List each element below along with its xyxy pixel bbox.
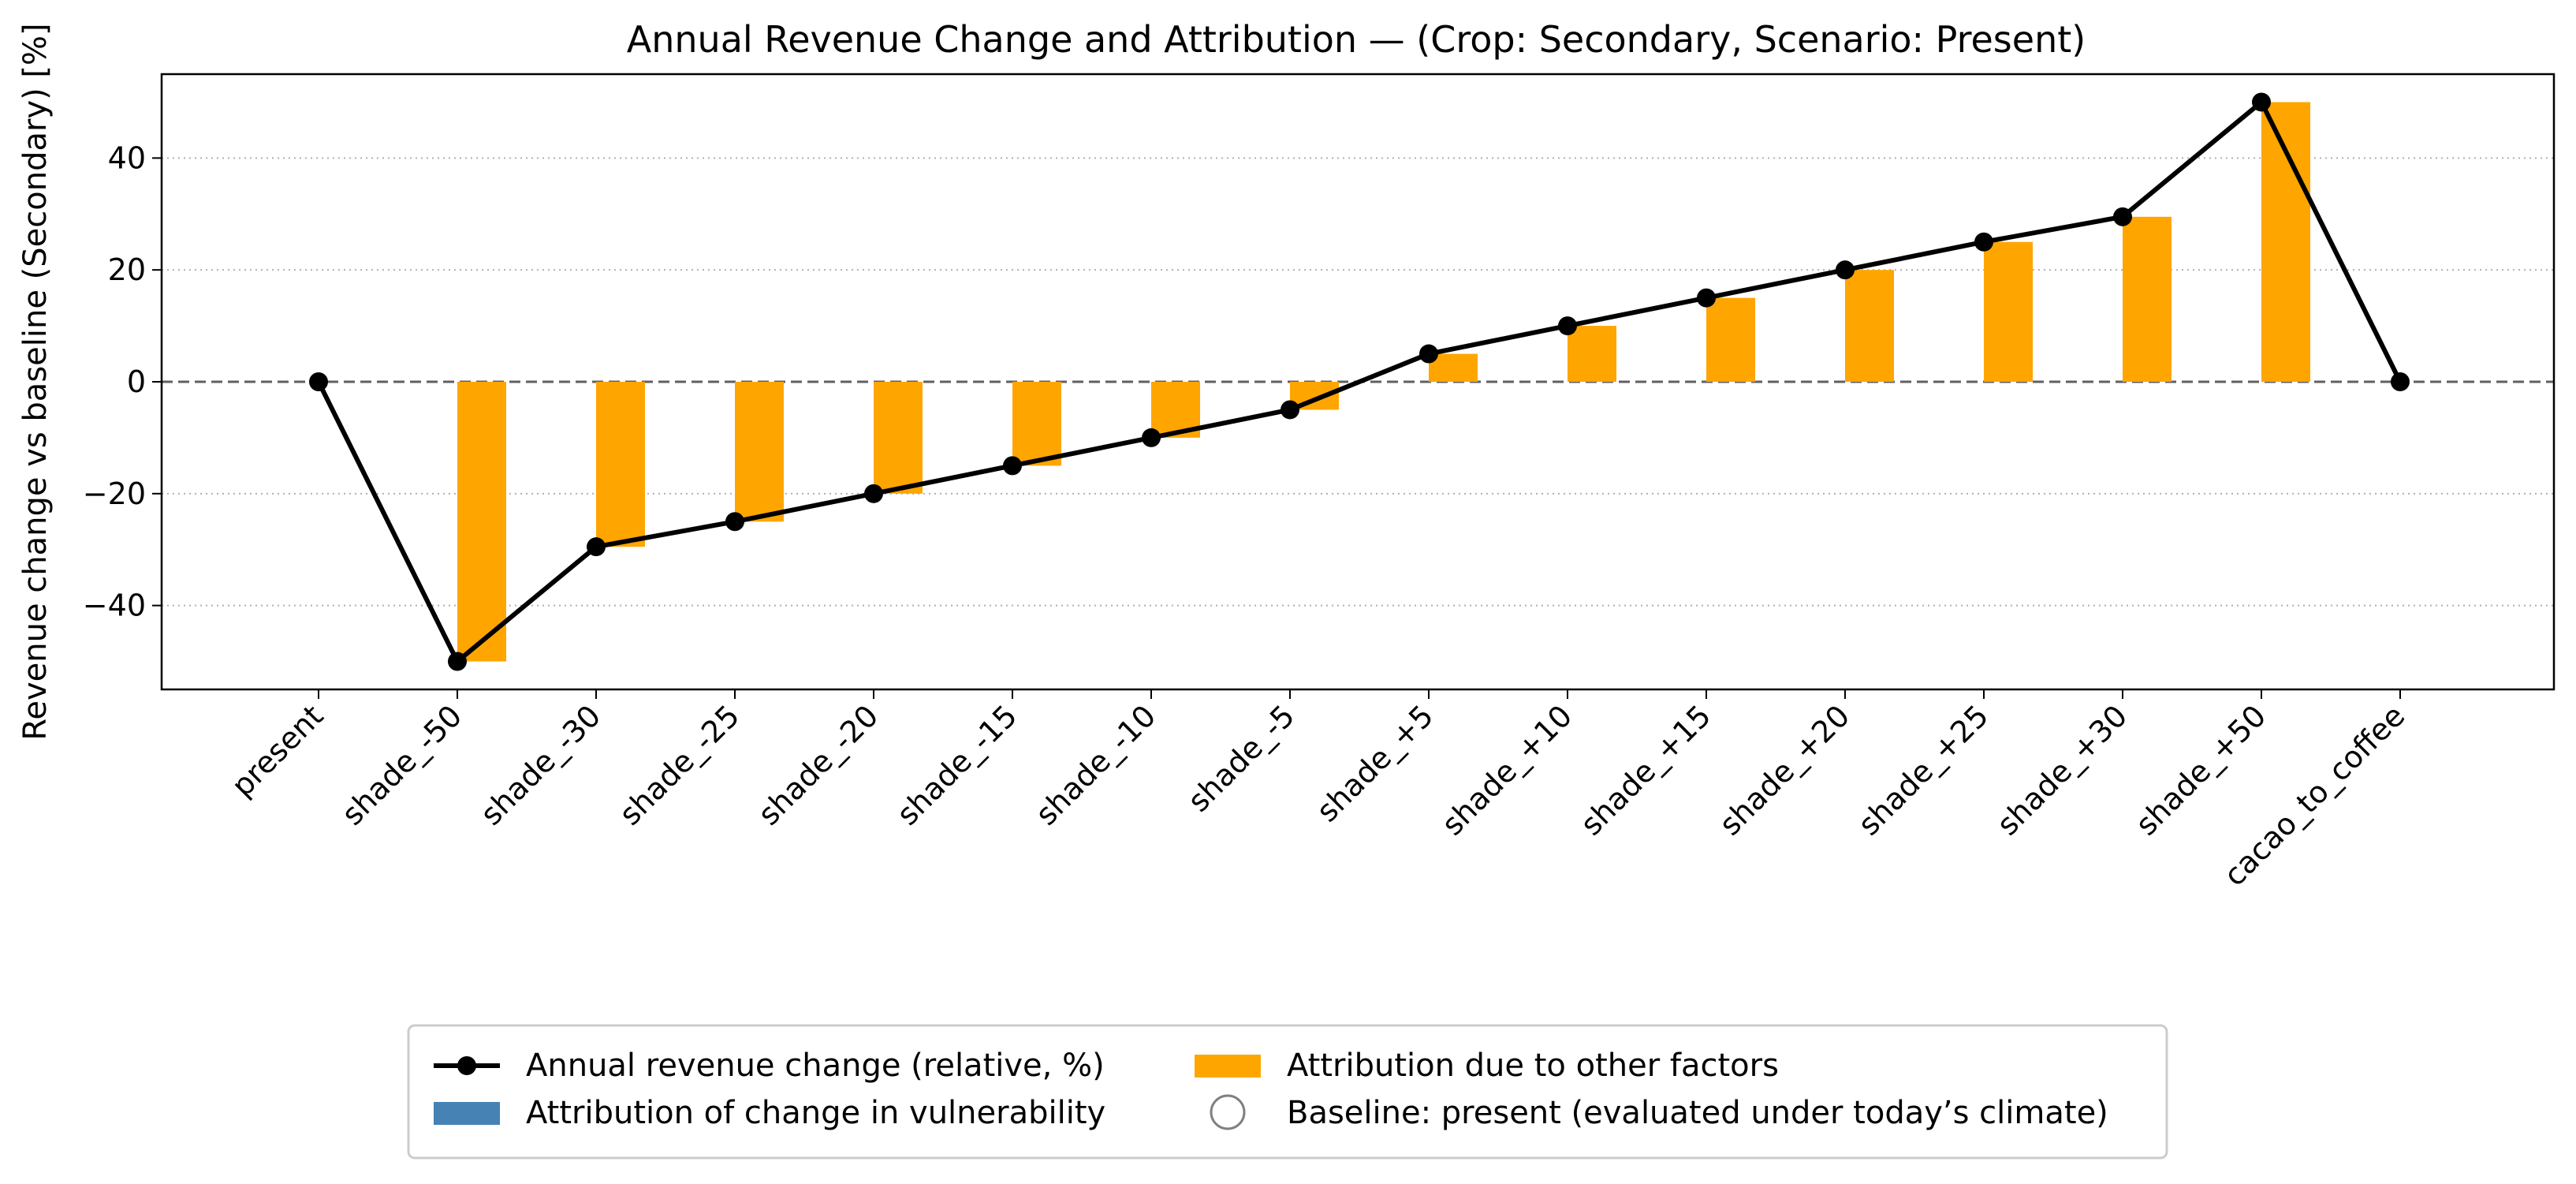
x-tick-label: shade_+30 <box>1990 698 2134 842</box>
attribution-bar <box>874 382 923 494</box>
revenue-point <box>1281 400 1299 420</box>
attribution-bar <box>1845 270 1894 382</box>
legend-label-baseline: Baseline: present (evaluated under today… <box>1287 1095 2108 1131</box>
revenue-point <box>1003 456 1022 476</box>
revenue-point <box>2391 372 2410 391</box>
legend-point-icon <box>457 1056 476 1075</box>
x-tick-label: present <box>225 698 330 803</box>
attribution-bar <box>2123 216 2172 382</box>
x-tick-label: shade_-20 <box>751 698 885 832</box>
y-tick-label: 40 <box>108 140 146 175</box>
x-tick-label: shade_-15 <box>890 698 1024 832</box>
legend-label-revenue: Annual revenue change (relative, %) <box>526 1048 1105 1084</box>
attribution-bar <box>1706 297 1755 382</box>
revenue-points <box>309 92 2410 671</box>
attribution-bar <box>1984 241 2033 382</box>
revenue-point <box>1419 344 1438 364</box>
x-tick-label: shade_-5 <box>1181 698 1301 818</box>
x-tick-label: shade_+20 <box>1713 698 1856 842</box>
legend: Annual revenue change (relative, %) Attr… <box>407 1024 2168 1160</box>
revenue-point <box>1558 316 1577 336</box>
revenue-point <box>1974 232 1993 252</box>
attribution-bar <box>1012 382 1061 466</box>
revenue-point <box>2252 92 2271 112</box>
revenue-point <box>2113 207 2132 226</box>
x-tick-label: shade_+50 <box>2129 698 2272 842</box>
x-tick-label: shade_-50 <box>335 698 469 832</box>
y-ticks: −40 −20 0 20 40 <box>83 140 162 623</box>
legend-frame <box>407 1024 2168 1160</box>
legend-label-vulnerability: Attribution of change in vulnerability <box>526 1095 1105 1131</box>
revenue-point <box>1836 260 1855 280</box>
legend-swatch-other-factors <box>1195 1055 1261 1078</box>
x-tick-label: shade_-30 <box>474 698 608 832</box>
bars <box>457 102 2310 662</box>
attribution-bar <box>457 382 506 662</box>
y-tick-label: 20 <box>108 252 146 287</box>
x-tick-label: shade_+15 <box>1574 698 1717 842</box>
attribution-bar <box>1568 326 1616 382</box>
x-tick-label: shade_+10 <box>1435 698 1579 842</box>
x-ticks: present shade_-50 shade_-30 shade_-25 shade_… <box>225 689 2411 893</box>
revenue-line <box>316 99 2403 664</box>
x-tick-label: shade_-10 <box>1029 698 1163 832</box>
revenue-point <box>448 652 467 671</box>
legend-label-other-factors: Attribution due to other factors <box>1287 1048 1779 1084</box>
revenue-point <box>1697 288 1716 308</box>
revenue-point <box>587 537 606 557</box>
revenue-point <box>309 372 328 391</box>
y-tick-label: −20 <box>83 476 146 511</box>
revenue-point <box>864 484 883 503</box>
revenue-point <box>1142 428 1161 447</box>
x-tick-label: shade_+25 <box>1851 698 1995 842</box>
legend-baseline-icon <box>1210 1094 1246 1130</box>
y-tick-label: 0 <box>127 364 146 399</box>
attribution-bar <box>596 382 645 547</box>
x-tick-label: shade_+5 <box>1310 698 1440 828</box>
revenue-line-path <box>316 99 2403 664</box>
x-tick-label: shade_-25 <box>613 698 747 832</box>
y-tick-label: −40 <box>83 588 146 623</box>
y-axis-label: Revenue change vs baseline (Secondary) [… <box>17 23 54 740</box>
attribution-bar <box>735 382 784 522</box>
legend-swatch-vulnerability <box>434 1102 500 1125</box>
chart-title: Annual Revenue Change and Attribution — … <box>627 18 2086 61</box>
attribution-bar <box>2261 102 2310 383</box>
revenue-point <box>725 512 744 532</box>
